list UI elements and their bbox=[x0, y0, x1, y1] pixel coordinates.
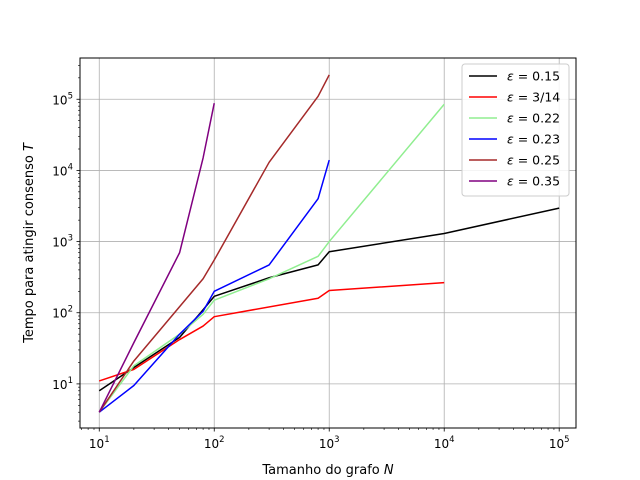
legend-epsilon-symbol: ε bbox=[507, 132, 514, 147]
series-line-3 bbox=[98, 103, 445, 413]
y-tick-label-base: 10 bbox=[52, 307, 67, 321]
y-tick-label-base: 10 bbox=[52, 164, 67, 178]
y-tick-label-exponent: 2 bbox=[68, 305, 73, 315]
x-tick-label-base: 10 bbox=[89, 437, 104, 451]
legend-epsilon-symbol: ε bbox=[507, 111, 514, 126]
y-tick-label-exponent: 4 bbox=[68, 162, 73, 172]
x-tick-label-exponent: 3 bbox=[334, 435, 339, 445]
legend-label-3: ε = 0.22 bbox=[507, 111, 560, 126]
y-tick-label: 102 bbox=[52, 305, 73, 321]
x-tick-label-base: 10 bbox=[549, 437, 564, 451]
x-tick-label-exponent: 2 bbox=[219, 435, 224, 445]
y-tick-label-base: 10 bbox=[52, 93, 67, 107]
legend-epsilon-symbol: ε bbox=[507, 69, 514, 84]
legend-value: = 0.35 bbox=[514, 174, 560, 189]
y-tick-label-base: 10 bbox=[52, 378, 67, 392]
legend-value: = 0.23 bbox=[514, 132, 560, 147]
legend-label-1: ε = 0.15 bbox=[507, 69, 560, 84]
y-tick-label-base: 10 bbox=[52, 236, 67, 250]
series-line-6 bbox=[98, 103, 215, 413]
legend-value: = 0.15 bbox=[514, 69, 560, 84]
legend-epsilon-symbol: ε bbox=[507, 153, 514, 168]
legend-label-4: ε = 0.23 bbox=[507, 132, 560, 147]
y-tick-label-exponent: 3 bbox=[68, 234, 73, 244]
legend-value: = 3/14 bbox=[514, 90, 561, 105]
x-tick-label-base: 10 bbox=[204, 437, 219, 451]
x-tick-label-base: 10 bbox=[319, 437, 334, 451]
series-line-5 bbox=[98, 74, 330, 413]
y-tick-label: 103 bbox=[52, 234, 73, 250]
legend-label-6: ε = 0.35 bbox=[507, 174, 560, 189]
plot-series bbox=[98, 74, 560, 413]
x-tick-label: 101 bbox=[89, 435, 110, 451]
legend-value: = 0.22 bbox=[514, 111, 560, 126]
x-tick-label-exponent: 4 bbox=[449, 435, 454, 445]
legend-label-2: ε = 3/14 bbox=[507, 90, 560, 105]
legend-value: = 0.25 bbox=[514, 153, 560, 168]
y-axis-label: Tempo para atingir consenso T bbox=[22, 142, 37, 344]
y-tick-label: 104 bbox=[52, 162, 73, 178]
legend-epsilon-symbol: ε bbox=[507, 174, 514, 189]
y-tick-label-exponent: 1 bbox=[68, 376, 73, 386]
legend-label-5: ε = 0.25 bbox=[507, 153, 560, 168]
legend-epsilon-symbol: ε bbox=[507, 90, 514, 105]
x-tick-label: 104 bbox=[434, 435, 455, 451]
y-tick-label-exponent: 5 bbox=[68, 91, 73, 101]
x-axis-label: Tamanho do grafo N bbox=[261, 463, 394, 478]
x-tick-label: 105 bbox=[549, 435, 570, 451]
legend: ε = 0.15ε = 3/14ε = 0.22ε = 0.23ε = 0.25… bbox=[461, 63, 570, 197]
x-tick-label: 103 bbox=[319, 435, 340, 451]
x-tick-label-exponent: 5 bbox=[564, 435, 569, 445]
x-tick-label-exponent: 1 bbox=[104, 435, 109, 445]
y-tick-label: 101 bbox=[52, 376, 73, 392]
axes-frame bbox=[79, 57, 577, 429]
x-tick-label: 102 bbox=[204, 435, 225, 451]
series-line-1 bbox=[98, 207, 560, 392]
x-tick-label-base: 10 bbox=[434, 437, 449, 451]
y-tick-label: 105 bbox=[52, 91, 73, 107]
series-line-2 bbox=[99, 281, 445, 382]
series-line-4 bbox=[98, 159, 330, 413]
